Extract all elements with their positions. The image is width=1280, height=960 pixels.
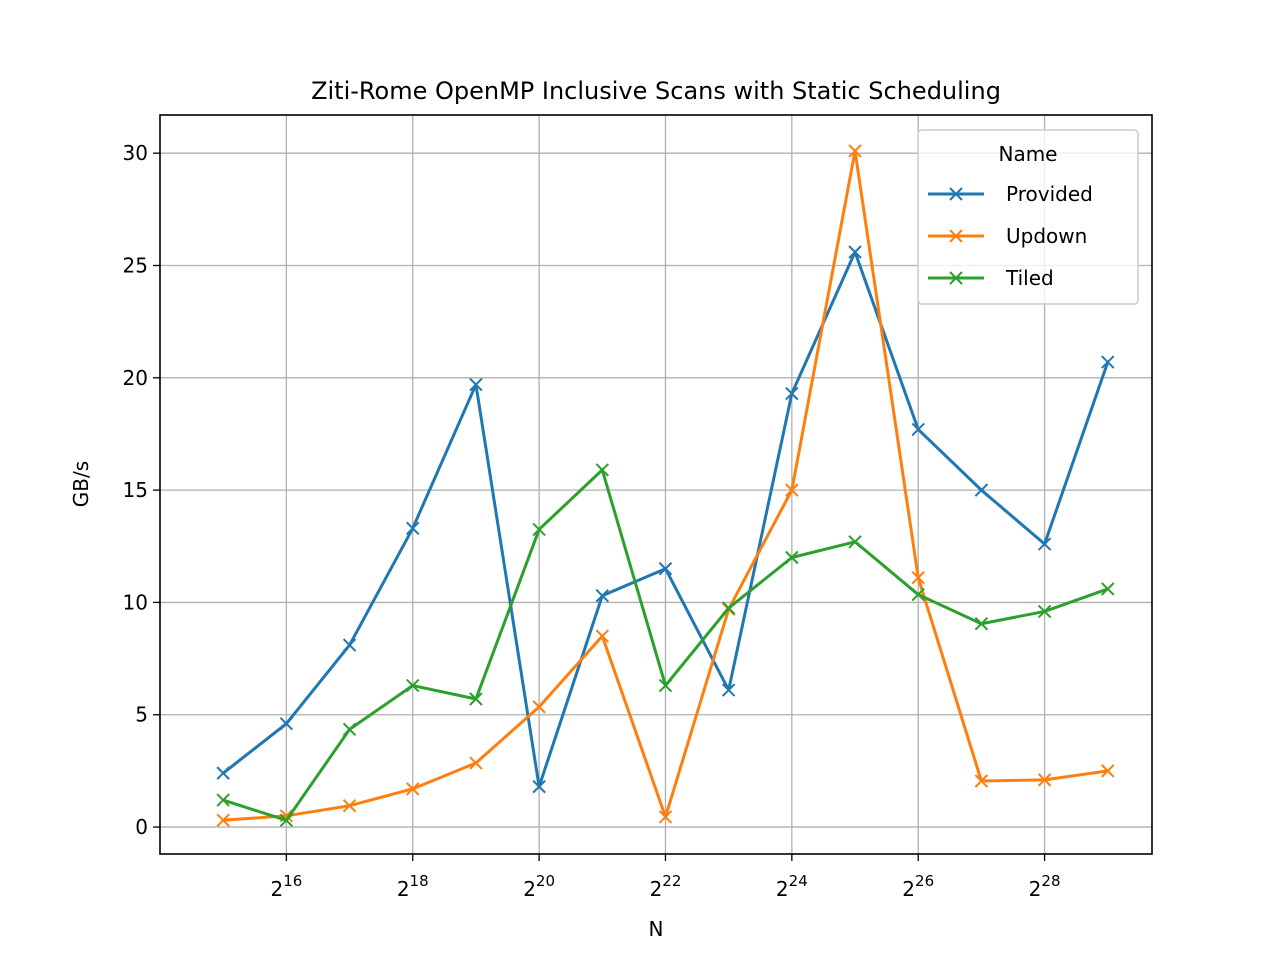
data-point bbox=[342, 722, 357, 737]
data-point bbox=[1037, 773, 1052, 787]
x-tick-label: 226 bbox=[902, 872, 934, 901]
data-point bbox=[658, 562, 673, 576]
x-tick-label: 216 bbox=[270, 872, 302, 901]
series-provided bbox=[216, 245, 1115, 794]
data-point bbox=[406, 782, 420, 796]
legend-item-provided: Provided bbox=[928, 182, 1093, 206]
data-point bbox=[721, 683, 736, 697]
data-point bbox=[342, 638, 357, 652]
data-point bbox=[848, 535, 862, 549]
series-updown bbox=[216, 144, 1115, 828]
data-point bbox=[1101, 764, 1115, 778]
x-tick-label: 228 bbox=[1029, 872, 1061, 901]
data-point bbox=[279, 717, 294, 731]
data-point bbox=[785, 386, 799, 401]
data-point bbox=[911, 587, 925, 602]
data-point bbox=[974, 483, 989, 497]
data-point bbox=[216, 766, 230, 780]
legend: Name Provided Updown Tiled bbox=[917, 129, 1139, 305]
data-point bbox=[216, 793, 230, 807]
data-point bbox=[406, 521, 420, 536]
legend-label: Provided bbox=[1006, 182, 1093, 206]
grid bbox=[160, 115, 1152, 854]
legend-label: Updown bbox=[1006, 224, 1087, 248]
legend-item-tiled: Tiled bbox=[928, 266, 1054, 290]
legend-label: Tiled bbox=[1005, 266, 1054, 290]
x-tick-label: 222 bbox=[650, 872, 682, 901]
data-point bbox=[785, 550, 799, 565]
y-axis-ticks: 0 5 10 15 20 25 30 bbox=[123, 141, 160, 839]
data-point bbox=[216, 813, 230, 828]
data-point bbox=[848, 144, 862, 158]
plot-frame bbox=[159, 114, 1153, 855]
legend-marker bbox=[949, 187, 963, 201]
data-point bbox=[595, 463, 610, 477]
data-point bbox=[532, 700, 546, 714]
data-point bbox=[911, 571, 925, 585]
y-tick-label: 5 bbox=[135, 703, 148, 727]
data-point bbox=[469, 377, 483, 392]
data-point bbox=[721, 601, 736, 615]
data-point bbox=[1101, 582, 1115, 596]
legend-item-updown: Updown bbox=[928, 224, 1087, 248]
series-tiled bbox=[216, 463, 1115, 828]
data-point bbox=[1101, 355, 1115, 369]
data-point bbox=[406, 678, 420, 693]
data-point bbox=[1037, 537, 1052, 551]
data-point bbox=[974, 774, 989, 788]
data-point bbox=[469, 756, 483, 770]
chart-title: Ziti-Rome OpenMP Inclusive Scans with St… bbox=[311, 77, 1001, 105]
data-point bbox=[342, 798, 357, 813]
data-point bbox=[532, 779, 546, 794]
data-point bbox=[595, 629, 610, 643]
data-point bbox=[785, 483, 799, 497]
data-point bbox=[469, 692, 483, 706]
data-point bbox=[279, 813, 294, 828]
y-axis-label: GB/s bbox=[69, 461, 93, 507]
y-tick-label: 15 bbox=[123, 478, 148, 502]
data-point bbox=[848, 245, 862, 259]
y-tick-label: 25 bbox=[123, 253, 148, 277]
x-tick-label: 224 bbox=[776, 872, 808, 901]
series-layer bbox=[216, 144, 1115, 828]
legend-marker bbox=[949, 271, 963, 285]
y-tick-label: 30 bbox=[123, 141, 148, 165]
data-point bbox=[1037, 604, 1052, 619]
y-tick-label: 10 bbox=[123, 590, 148, 614]
x-axis-ticks: 216 218 220 222 224 226 228 bbox=[270, 854, 1061, 901]
data-point bbox=[658, 810, 673, 824]
y-tick-label: 0 bbox=[135, 815, 148, 839]
data-point bbox=[911, 422, 925, 437]
legend-marker bbox=[949, 229, 963, 243]
data-point bbox=[658, 678, 673, 693]
legend-box bbox=[917, 129, 1139, 305]
x-tick-label: 218 bbox=[397, 872, 429, 901]
data-point bbox=[532, 522, 546, 537]
x-axis-label: N bbox=[649, 917, 664, 941]
data-point bbox=[595, 588, 610, 603]
y-tick-label: 20 bbox=[123, 366, 148, 390]
legend-title: Name bbox=[998, 142, 1057, 166]
data-point bbox=[974, 617, 989, 631]
x-tick-label: 220 bbox=[523, 872, 555, 901]
